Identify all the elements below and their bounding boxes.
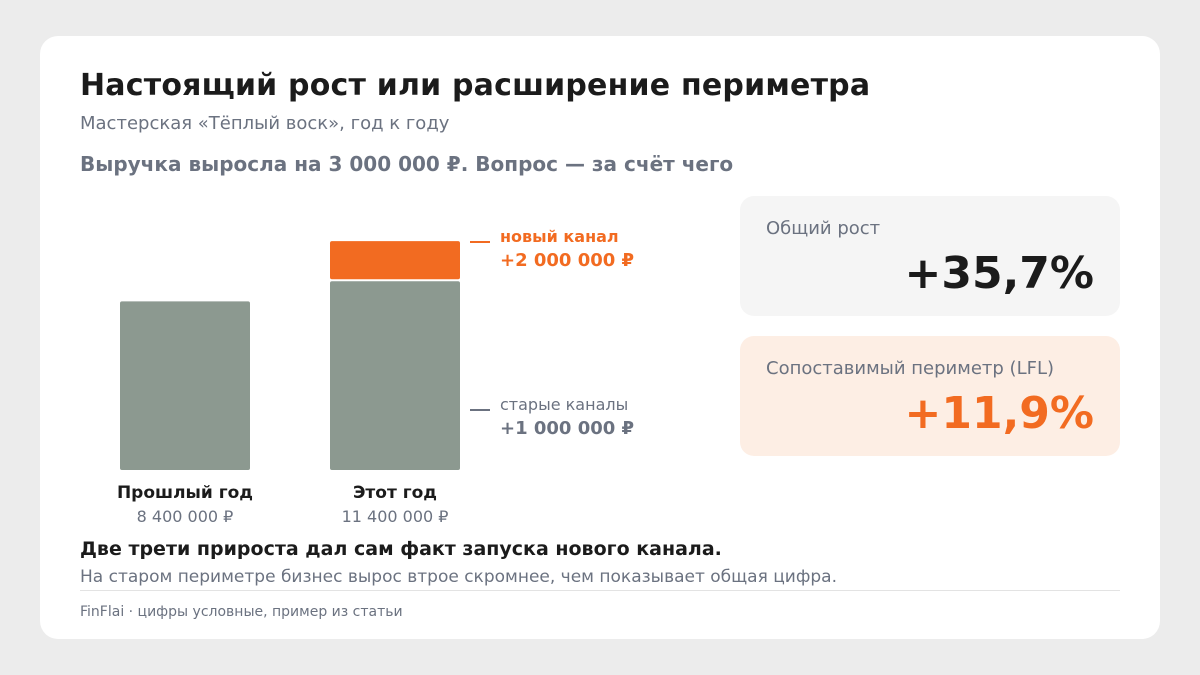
bar-total-label-1: 11 400 000 ₽ [342,507,449,526]
kpi-total-value: +35,7% [904,248,1094,299]
footer-note: FinFlai · цифры условные, пример из стат… [80,604,403,620]
page-title: Настоящий рост или расширение периметра [80,68,871,103]
conclusion-sub: На старом периметре бизнес вырос втрое с… [80,567,837,587]
annotation-name-old-channels: старые каналы [500,395,628,414]
kpi-lfl-label: Сопоставимый периметр (LFL) [766,358,1054,379]
conclusion-main: Две трети прироста дал сам факт запуска … [80,538,722,560]
kpi-lfl-value: +11,9% [904,388,1094,439]
bar-old-channels-1 [330,281,460,470]
annotation-value-new-channel: +2 000 000 ₽ [500,250,634,271]
x-tick-label-0: Прошлый год [117,483,253,503]
annotation-value-old-channels: +1 000 000 ₽ [500,418,634,439]
question-text: Выручка выросла на 3 000 000 ₽. Вопрос —… [80,152,734,176]
x-tick-label-1: Этот год [353,483,437,503]
page-subtitle: Мастерская «Тёплый воск», год к году [80,113,450,134]
bar-total-label-0: 8 400 000 ₽ [137,507,234,526]
revenue-stacked-bar-chart: Прошлый год 8 400 000 ₽ Этот год 11 400 000… [117,227,634,526]
annotation-name-new-channel: новый канал [500,227,619,246]
bar-new-channel-1 [330,241,460,280]
kpi-lfl-growth: Сопоставимый периметр (LFL) +11,9% [740,336,1120,456]
kpi-total-label: Общий рост [766,218,881,239]
kpi-total-growth: Общий рост +35,7% [740,196,1120,316]
bar-old-channels-0 [120,301,250,470]
divider [80,590,1120,591]
